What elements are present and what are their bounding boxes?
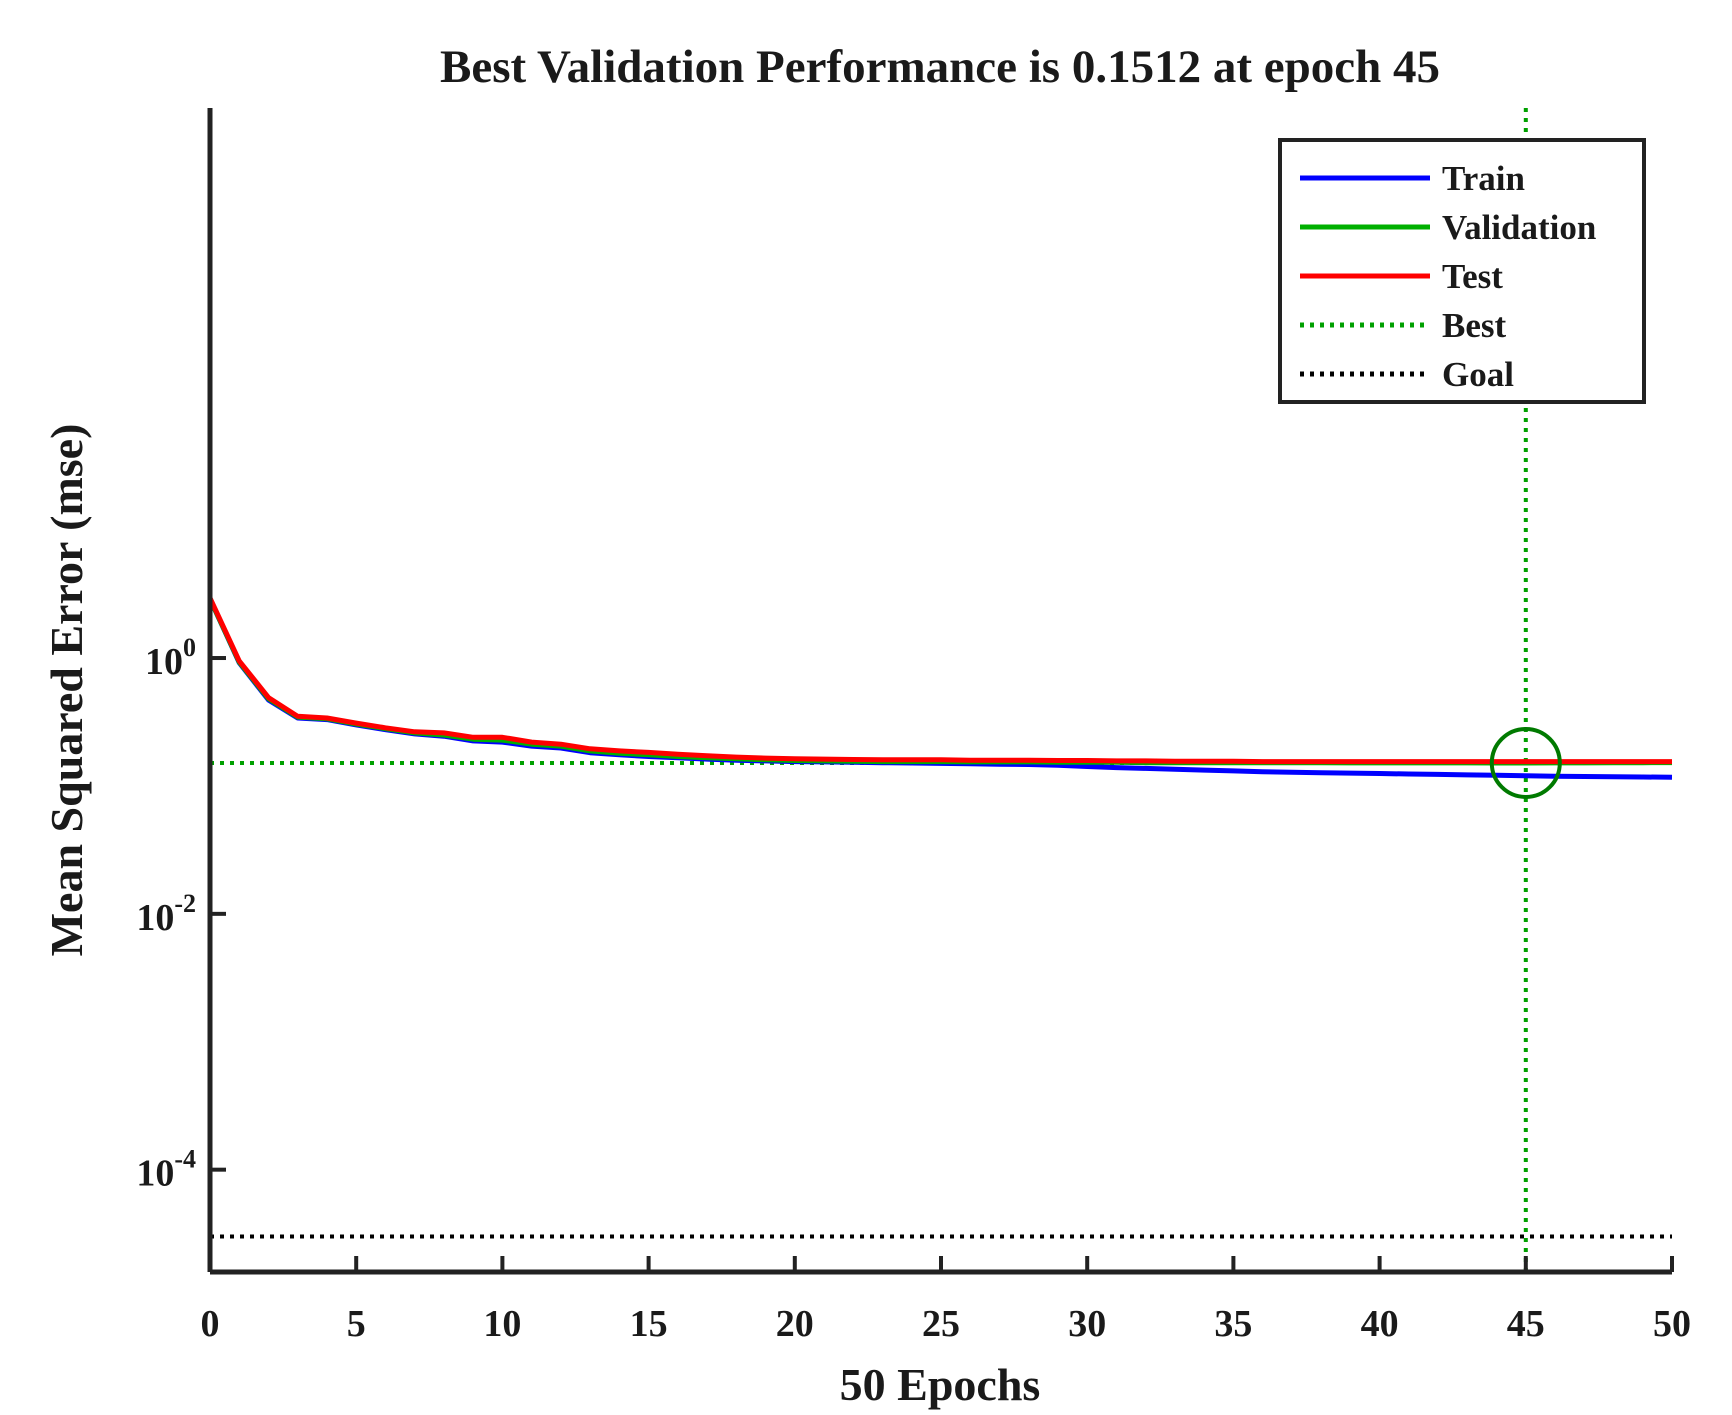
- y-tick-label: 10-4: [136, 1145, 196, 1195]
- y-tick-label: 100: [145, 633, 196, 683]
- legend-label-test: Test: [1442, 257, 1503, 296]
- series-line-validation: [207, 597, 1673, 766]
- legend: Train Validation Test Best Goal: [1278, 138, 1646, 404]
- legend-label-best: Best: [1442, 306, 1507, 345]
- x-tick-label: 10: [483, 1303, 521, 1345]
- x-tick-label: 20: [776, 1303, 814, 1345]
- legend-label-validation: Validation: [1442, 208, 1596, 247]
- chart-title: Best Validation Performance is 0.1512 at…: [440, 41, 1440, 93]
- x-tick-label: 35: [1214, 1303, 1252, 1345]
- y-tick-label: 10-2: [136, 889, 196, 939]
- x-tick-label: 0: [201, 1303, 220, 1345]
- x-tick-label: 25: [922, 1303, 960, 1345]
- x-axis-ticks: 0 5 10 15 20 25 30 35 40 45 50: [201, 1256, 1691, 1345]
- legend-label-train: Train: [1442, 159, 1525, 198]
- x-tick-label: 5: [347, 1303, 366, 1345]
- x-tick-label: 15: [630, 1303, 668, 1345]
- x-tick-label: 30: [1068, 1303, 1106, 1345]
- legend-box: [1278, 138, 1646, 404]
- plot-area: [207, 108, 1673, 1272]
- y-axis-ticks: 100 10-2 10-4: [136, 633, 226, 1195]
- x-tick-label: 50: [1653, 1303, 1691, 1345]
- x-tick-label: 45: [1507, 1303, 1545, 1345]
- x-axis-title: 50 Epochs: [840, 1359, 1041, 1410]
- best-marker: [1489, 726, 1562, 799]
- series-line-train: [207, 597, 1673, 780]
- series-line-test: [207, 596, 1672, 765]
- y-axis-title: Mean Squared Error (mse): [41, 424, 92, 957]
- x-tick-label: 40: [1361, 1303, 1399, 1345]
- legend-label-goal: Goal: [1442, 355, 1514, 394]
